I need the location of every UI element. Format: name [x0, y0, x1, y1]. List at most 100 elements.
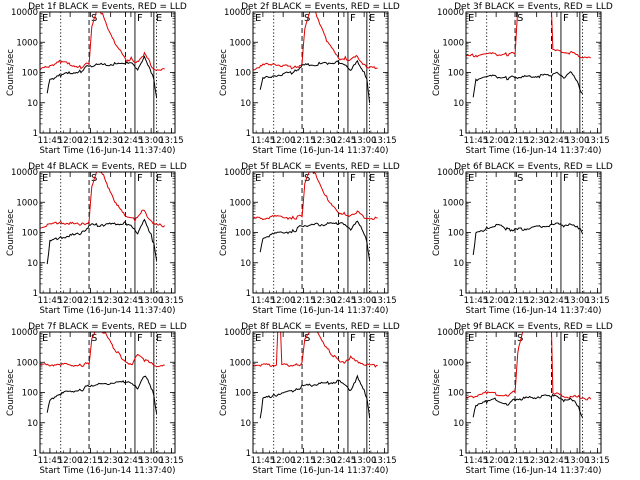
series-events-line [46, 375, 158, 414]
y-tick-label: 1 [33, 289, 38, 299]
x-tick-label: 13:15 [159, 456, 184, 466]
series-events-line [472, 71, 583, 98]
y-tick-label: 100 [22, 229, 38, 239]
plot-frame [465, 11, 602, 134]
marker-label: E [156, 13, 162, 24]
y-tick-label: 1000 [16, 38, 38, 48]
x-axis-label: Start Time (16-Jun-14 11:37:40) [466, 146, 602, 156]
x-tick-label: 11:45 [251, 296, 276, 306]
series-lld-line [466, 332, 592, 401]
x-tick-label: 12:15 [504, 136, 529, 146]
y-tick-label: 1000 [442, 38, 464, 48]
x-axis-label: Start Time (16-Jun-14 11:37:40) [40, 466, 176, 476]
x-tick-label: 12:15 [504, 456, 529, 466]
x-tick-label: 12:00 [484, 456, 509, 466]
x-tick-label: 13:00 [139, 296, 164, 306]
x-tick-label: 12:15 [78, 136, 103, 146]
panel-det-8: Det 8f BLACK = Events, RED = LLD 1 10 100 10… [219, 322, 400, 476]
marker-label: E [255, 13, 261, 24]
marker-label: F [137, 173, 143, 184]
series-events-line [46, 218, 158, 265]
marker-label: E [42, 173, 48, 184]
marker-label: E [582, 13, 588, 24]
panel-det-3: Det 3f BLACK = Events, RED = LLD 1 10 100 10… [432, 2, 613, 156]
y-tick-label: 10000 [437, 8, 464, 18]
x-tick-label: 12:15 [291, 136, 316, 146]
marker-label: S [304, 13, 310, 24]
x-tick-label: 12:15 [78, 456, 103, 466]
x-tick-label: 11:45 [464, 296, 489, 306]
x-tick-label: 13:00 [139, 136, 164, 146]
marker-label: S [517, 173, 523, 184]
chart-title: Det 5f BLACK = Events, RED = LLD [241, 162, 400, 172]
y-tick-label: 10000 [11, 168, 38, 178]
x-tick-label: 11:45 [464, 456, 489, 466]
series-events-line [46, 55, 158, 98]
marker-label: E [582, 173, 588, 184]
y-axis-label: Counts/sec [432, 369, 442, 416]
x-axis-label: Start Time (16-Jun-14 11:37:40) [253, 466, 389, 476]
x-tick-label: 12:45 [545, 136, 570, 146]
y-tick-label: 10 [27, 259, 38, 269]
marker-label: S [304, 333, 310, 344]
x-tick-label: 12:45 [545, 296, 570, 306]
x-tick-label: 13:00 [352, 296, 377, 306]
y-tick-label: 100 [22, 69, 38, 79]
x-tick-label: 12:30 [98, 296, 123, 306]
y-tick-label: 1000 [442, 198, 464, 208]
x-tick-label: 13:00 [352, 456, 377, 466]
y-tick-label: 10 [453, 419, 464, 429]
y-axis-label: Counts/sec [6, 209, 16, 256]
x-tick-label: 13:15 [159, 136, 184, 146]
x-tick-label: 13:00 [565, 136, 590, 146]
x-tick-label: 12:30 [311, 296, 336, 306]
y-tick-label: 10 [240, 99, 251, 109]
marker-label: F [563, 13, 569, 24]
y-tick-label: 100 [448, 389, 464, 399]
y-axis-label: Counts/sec [6, 49, 16, 96]
y-axis-label: Counts/sec [432, 209, 442, 256]
x-tick-label: 12:00 [484, 136, 509, 146]
series-lld-line [253, 12, 378, 71]
marker-label: E [255, 333, 261, 344]
y-tick-label: 10000 [224, 328, 251, 338]
marker-label: F [350, 173, 356, 184]
panel-det-9: Det 9f BLACK = Events, RED = LLD 1 10 100 10… [432, 322, 613, 476]
x-tick-label: 12:45 [119, 296, 144, 306]
y-tick-label: 100 [448, 69, 464, 79]
marker-label: E [42, 13, 48, 24]
series-lld-line [40, 332, 165, 368]
chart-title: Det 7f BLACK = Events, RED = LLD [28, 322, 187, 332]
marker-label: E [582, 333, 588, 344]
y-tick-label: 10 [453, 259, 464, 269]
series-lld-line [253, 332, 378, 368]
x-tick-label: 12:00 [58, 136, 83, 146]
x-axis-label: Start Time (16-Jun-14 11:37:40) [253, 306, 389, 316]
marker-label: S [304, 173, 310, 184]
y-tick-label: 100 [22, 389, 38, 399]
y-axis-label: Counts/sec [6, 369, 16, 416]
y-tick-label: 10000 [224, 168, 251, 178]
chart-title: Det 1f BLACK = Events, RED = LLD [28, 2, 187, 12]
x-tick-label: 13:15 [372, 296, 397, 306]
y-tick-label: 1 [246, 289, 251, 299]
x-tick-label: 12:00 [271, 136, 296, 146]
y-tick-label: 100 [235, 389, 251, 399]
plot-frame [252, 331, 389, 454]
x-tick-label: 12:30 [524, 136, 549, 146]
series-lld-line [253, 172, 378, 221]
x-tick-label: 12:00 [271, 296, 296, 306]
plot-frame [465, 331, 602, 454]
marker-label: E [369, 173, 375, 184]
panel-det-5: Det 5f BLACK = Events, RED = LLD 1 10 100 10… [219, 162, 400, 316]
y-tick-label: 10 [27, 419, 38, 429]
x-tick-label: 13:15 [159, 296, 184, 306]
y-tick-label: 100 [235, 69, 251, 79]
x-tick-label: 13:15 [372, 136, 397, 146]
marker-label: F [350, 13, 356, 24]
y-axis-label: Counts/sec [219, 369, 229, 416]
x-tick-label: 13:15 [585, 296, 610, 306]
x-tick-label: 12:45 [332, 136, 357, 146]
plot-frame [252, 171, 389, 294]
